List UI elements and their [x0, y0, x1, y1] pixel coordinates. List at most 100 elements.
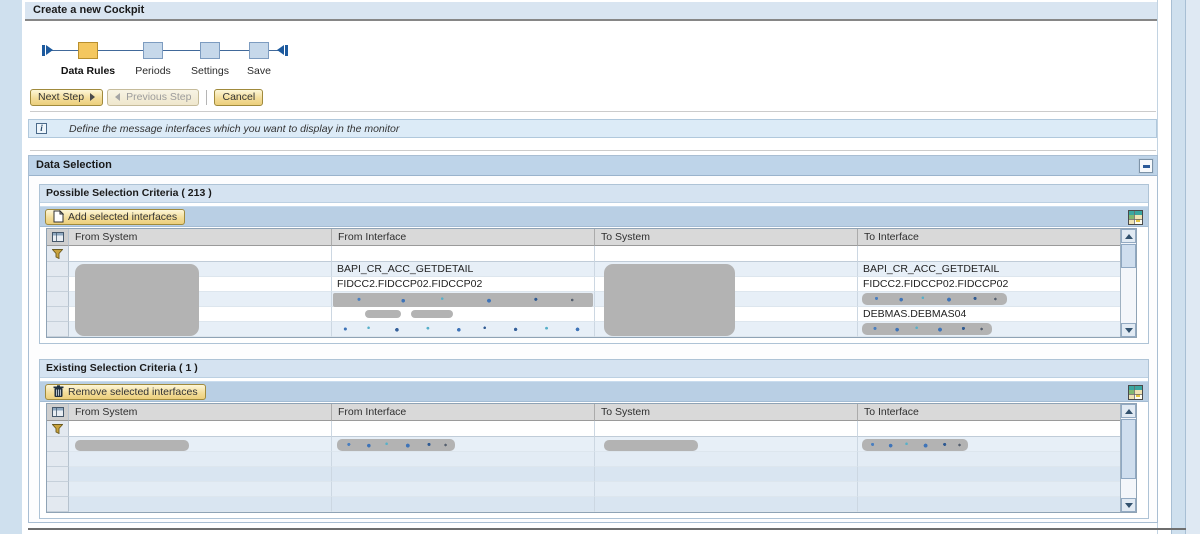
- cell-from-system[interactable]: [69, 482, 332, 497]
- cell-to-interface[interactable]: DEBMAS.DEBMAS04: [858, 307, 1121, 322]
- table-settings-icon[interactable]: [1128, 210, 1143, 225]
- column-header-from-interface[interactable]: From Interface: [332, 404, 595, 421]
- step-label-save: Save: [247, 65, 271, 77]
- scroll-up-button[interactable]: [1121, 404, 1136, 418]
- table-row[interactable]: FIDCC2.FIDCCP02.FIDCCP02 FIDCC2.FIDCCP02…: [47, 277, 1121, 292]
- select-all-icon: [51, 407, 64, 417]
- filter-input-from-system[interactable]: [69, 421, 332, 437]
- filter-cell[interactable]: [47, 246, 69, 262]
- cell-from-system[interactable]: [69, 437, 332, 452]
- cell-from-interface[interactable]: [332, 322, 595, 337]
- cell-from-interface[interactable]: [332, 452, 595, 467]
- row-selector[interactable]: [47, 452, 69, 467]
- cell-to-interface[interactable]: [858, 497, 1121, 512]
- page-scrollbar-area[interactable]: [1186, 0, 1200, 534]
- cell-from-interface[interactable]: [332, 497, 595, 512]
- cell-from-interface[interactable]: [332, 437, 595, 452]
- cell-to-interface[interactable]: [858, 467, 1121, 482]
- cell-from-system[interactable]: [69, 292, 332, 307]
- filter-input-from-system[interactable]: [69, 246, 332, 262]
- redaction-blob: [862, 439, 968, 451]
- row-selector[interactable]: [47, 437, 69, 452]
- step-settings[interactable]: [200, 42, 220, 59]
- filter-funnel-icon: [52, 423, 63, 434]
- scroll-down-button[interactable]: [1121, 323, 1136, 337]
- step-save[interactable]: [249, 42, 269, 59]
- row-selector[interactable]: [47, 307, 69, 322]
- scroll-down-button[interactable]: [1121, 498, 1136, 512]
- filter-input-to-system[interactable]: [595, 421, 858, 437]
- scrollbar-thumb[interactable]: [1121, 419, 1136, 479]
- previous-step-button[interactable]: Previous Step: [107, 88, 200, 106]
- redaction-blob: [411, 310, 453, 318]
- cell-to-system[interactable]: [595, 322, 858, 337]
- filter-input-to-interface[interactable]: [858, 246, 1121, 262]
- table-row[interactable]: [47, 437, 1121, 452]
- column-header-from-system[interactable]: From System: [69, 404, 332, 421]
- column-header-to-interface[interactable]: To Interface: [858, 229, 1121, 246]
- table-scrollbar[interactable]: [1120, 229, 1136, 337]
- cell-to-interface[interactable]: FIDCC2.FIDCCP02.FIDCCP02: [858, 277, 1121, 292]
- filter-input-from-interface[interactable]: [332, 421, 595, 437]
- roadmap-line: [46, 50, 284, 51]
- cell-from-interface[interactable]: BAPI_CR_ACC_GETDETAIL: [332, 262, 595, 277]
- table-row[interactable]: [47, 467, 1121, 482]
- filter-input-to-interface[interactable]: [858, 421, 1121, 437]
- column-header-from-system[interactable]: From System: [69, 229, 332, 246]
- table-row[interactable]: DEBMAS.DEBMAS04: [47, 307, 1121, 322]
- row-selector[interactable]: [47, 292, 69, 307]
- filter-cell[interactable]: [47, 421, 69, 437]
- cell-from-system[interactable]: [69, 262, 332, 277]
- redaction-blob: [337, 439, 455, 451]
- row-selector[interactable]: [47, 467, 69, 482]
- remove-selected-interfaces-button[interactable]: Remove selected interfaces: [45, 383, 206, 400]
- cell-to-system[interactable]: [595, 467, 858, 482]
- cell-from-system[interactable]: [69, 277, 332, 292]
- cell-from-system[interactable]: [69, 307, 332, 322]
- table-row[interactable]: [47, 452, 1121, 467]
- cell-from-system[interactable]: [69, 497, 332, 512]
- column-header-from-interface[interactable]: From Interface: [332, 229, 595, 246]
- row-selector[interactable]: [47, 277, 69, 292]
- row-selector[interactable]: [47, 322, 69, 337]
- column-header-to-system[interactable]: To System: [595, 229, 858, 246]
- table-settings-icon[interactable]: [1128, 385, 1143, 400]
- row-selector[interactable]: [47, 497, 69, 512]
- filter-funnel-icon: [52, 248, 63, 259]
- cell-from-interface[interactable]: FIDCC2.FIDCCP02.FIDCCP02: [332, 277, 595, 292]
- row-selector[interactable]: [47, 482, 69, 497]
- add-selected-interfaces-button[interactable]: Add selected interfaces: [45, 208, 186, 225]
- step-data-rules[interactable]: [78, 42, 98, 59]
- cell-to-system[interactable]: [595, 497, 858, 512]
- column-header-to-interface[interactable]: To Interface: [858, 404, 1121, 421]
- table-row[interactable]: [47, 497, 1121, 512]
- step-periods[interactable]: [143, 42, 163, 59]
- cell-from-system[interactable]: [69, 467, 332, 482]
- cell-to-interface[interactable]: [858, 482, 1121, 497]
- cell-from-system[interactable]: [69, 322, 332, 337]
- cell-from-interface[interactable]: [332, 482, 595, 497]
- cell-to-system[interactable]: [595, 482, 858, 497]
- table-row[interactable]: BAPI_CR_ACC_GETDETAIL BAPI_CR_ACC_GETDET…: [47, 262, 1121, 277]
- cell-from-system[interactable]: [69, 452, 332, 467]
- new-document-icon: [53, 210, 64, 223]
- cell-to-interface[interactable]: [858, 452, 1121, 467]
- collapse-panel-button[interactable]: [1139, 159, 1153, 173]
- next-step-button[interactable]: Next Step: [30, 88, 104, 106]
- cell-to-system[interactable]: [595, 437, 858, 452]
- scroll-up-button[interactable]: [1121, 229, 1136, 243]
- filter-input-from-interface[interactable]: [332, 246, 595, 262]
- select-all-cell[interactable]: [47, 229, 69, 246]
- cell-from-interface[interactable]: [332, 467, 595, 482]
- scrollbar-thumb[interactable]: [1121, 244, 1136, 268]
- filter-input-to-system[interactable]: [595, 246, 858, 262]
- column-header-to-system[interactable]: To System: [595, 404, 858, 421]
- table-scrollbar[interactable]: [1120, 404, 1136, 512]
- cell-from-interface[interactable]: [332, 307, 595, 322]
- cell-to-interface[interactable]: BAPI_CR_ACC_GETDETAIL: [858, 262, 1121, 277]
- select-all-cell[interactable]: [47, 404, 69, 421]
- cancel-button[interactable]: Cancel: [214, 88, 264, 106]
- table-row[interactable]: [47, 482, 1121, 497]
- row-selector[interactable]: [47, 262, 69, 277]
- cell-to-system[interactable]: [595, 452, 858, 467]
